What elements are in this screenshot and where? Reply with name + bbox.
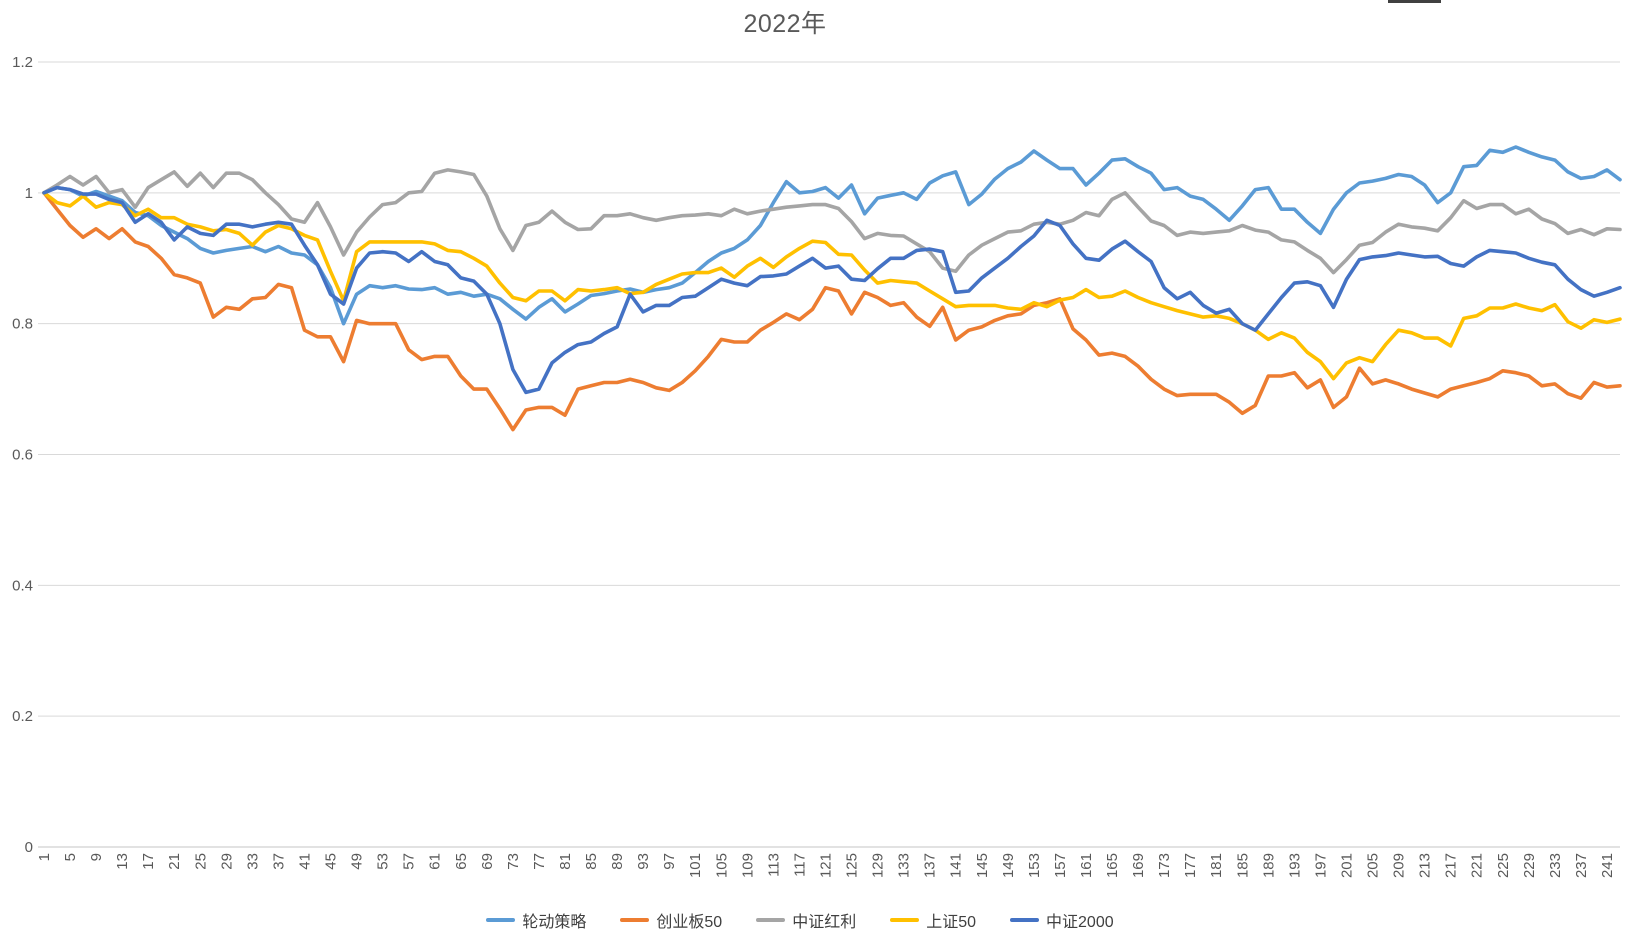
y-axis-tick-label: 0 [25,839,33,856]
legend-swatch-轮动策略 [486,918,516,922]
legend-swatch-上证50 [890,918,920,922]
x-axis-tick-label: 13 [114,853,131,870]
x-axis-tick-label: 53 [375,853,392,870]
y-axis-tick-label: 1.2 [12,54,33,71]
x-axis-tick-label: 205 [1365,853,1382,878]
x-axis-tick-label: 221 [1469,853,1486,878]
x-axis-tick-label: 89 [609,853,626,870]
legend-item-中证红利[interactable]: 中证红利 [756,908,856,932]
series-line-创业板50[interactable] [42,191,1622,432]
y-axis-tick-label: 0.6 [12,447,33,464]
x-axis-tick-label: 45 [323,853,340,870]
legend-swatch-中证红利 [756,918,786,922]
series-line-中证红利[interactable] [42,168,1622,275]
x-axis-tick-label: 189 [1260,853,1277,878]
y-axis-tick-label: 0.8 [12,316,33,333]
x-axis-tick-label: 193 [1286,853,1303,878]
x-axis-tick-label: 237 [1573,853,1590,878]
legend-item-创业板50[interactable]: 创业板50 [620,908,722,932]
x-axis-tick-label: 21 [166,853,183,870]
x-axis-tick-label: 173 [1156,853,1173,878]
x-axis-tick-label: 9 [88,853,105,861]
legend-label: 上证50 [926,914,977,931]
x-axis-tick-label: 69 [479,853,496,870]
x-axis-tick-label: 161 [1078,853,1095,878]
x-axis-tick-label: 125 [844,853,861,878]
x-axis-tick-label: 169 [1130,853,1147,878]
x-axis-tick-label: 213 [1417,853,1434,878]
x-axis-tick-label: 129 [870,853,887,878]
legend: 轮动策略 创业板50 中证红利 上证50 中证2000 [0,908,1600,932]
x-axis-tick-label: 41 [296,853,313,870]
top-border-artifact [1388,0,1441,3]
x-axis-tick-label: 61 [427,853,444,870]
legend-swatch-创业板50 [620,918,650,922]
x-axis-tick-label: 133 [896,853,913,878]
x-axis-tick-label: 121 [817,853,834,878]
legend-item-中证2000[interactable]: 中证2000 [1010,908,1114,932]
x-axis-tick-label: 77 [531,853,548,870]
x-axis-tick-label: 57 [401,853,418,870]
x-axis-tick-label: 201 [1338,853,1355,878]
x-axis-tick-label: 145 [974,853,991,878]
x-axis-tick-label: 17 [140,853,157,870]
x-axis-tick-label: 241 [1599,853,1616,878]
x-axis-tick-label: 65 [453,853,470,870]
series-line-上证50[interactable] [42,191,1622,381]
x-axis-tick-label: 229 [1521,853,1538,878]
x-axis-tick-label: 105 [713,853,730,878]
x-axis-tick-label: 93 [635,853,652,870]
x-axis-tick-label: 149 [1000,853,1017,878]
x-axis-tick-label: 117 [791,853,808,877]
x-axis-tick-label: 73 [505,853,522,870]
y-axis-tick-label: 0.4 [12,577,33,594]
x-axis-tick-label: 85 [583,853,600,870]
x-axis-tick-label: 209 [1391,853,1408,878]
x-axis-tick-label: 81 [557,853,574,870]
x-axis-tick-label: 5 [62,853,79,861]
x-axis-tick-label: 225 [1495,853,1512,878]
x-axis-tick-label: 185 [1234,853,1251,878]
x-axis-tick-label: 97 [661,853,678,870]
legend-swatch-中证2000 [1010,918,1040,922]
legend-label: 轮动策略 [522,914,587,931]
x-axis-tick-label: 49 [349,853,366,870]
y-axis-tick-label: 1 [25,185,33,202]
legend-label: 中证2000 [1046,914,1114,931]
x-axis-tick-label: 109 [739,853,756,878]
legend-label: 中证红利 [792,914,857,931]
x-axis-tick-label: 157 [1052,853,1069,878]
x-axis-tick-label: 137 [922,853,939,878]
x-axis-tick-label: 153 [1026,853,1043,878]
y-axis-tick-label: 0.2 [12,708,33,725]
x-axis-tick-label: 29 [218,853,235,870]
x-axis-tick-label: 217 [1443,853,1460,878]
x-axis-tick-label: 113 [765,853,782,877]
series-line-中证2000[interactable] [42,185,1622,395]
x-axis-tick-label: 1 [36,853,53,861]
legend-label: 创业板50 [656,914,723,931]
chart-title: 2022年 [743,10,827,38]
legend-item-上证50[interactable]: 上证50 [890,908,976,932]
series-line-轮动策略[interactable] [42,145,1622,326]
x-axis-tick-label: 37 [270,853,287,870]
x-axis-tick-label: 233 [1547,853,1564,878]
x-axis-tick-label: 25 [192,853,209,870]
x-axis-tick-label: 141 [948,853,965,878]
x-axis-tick-label: 177 [1182,853,1199,878]
x-axis-tick-label: 181 [1208,853,1225,878]
x-axis-tick-label: 101 [687,853,704,878]
legend-item-轮动策略[interactable]: 轮动策略 [486,908,586,932]
x-axis-tick-label: 165 [1104,853,1121,878]
x-axis-tick-label: 33 [244,853,261,870]
x-axis-tick-label: 197 [1312,853,1329,878]
